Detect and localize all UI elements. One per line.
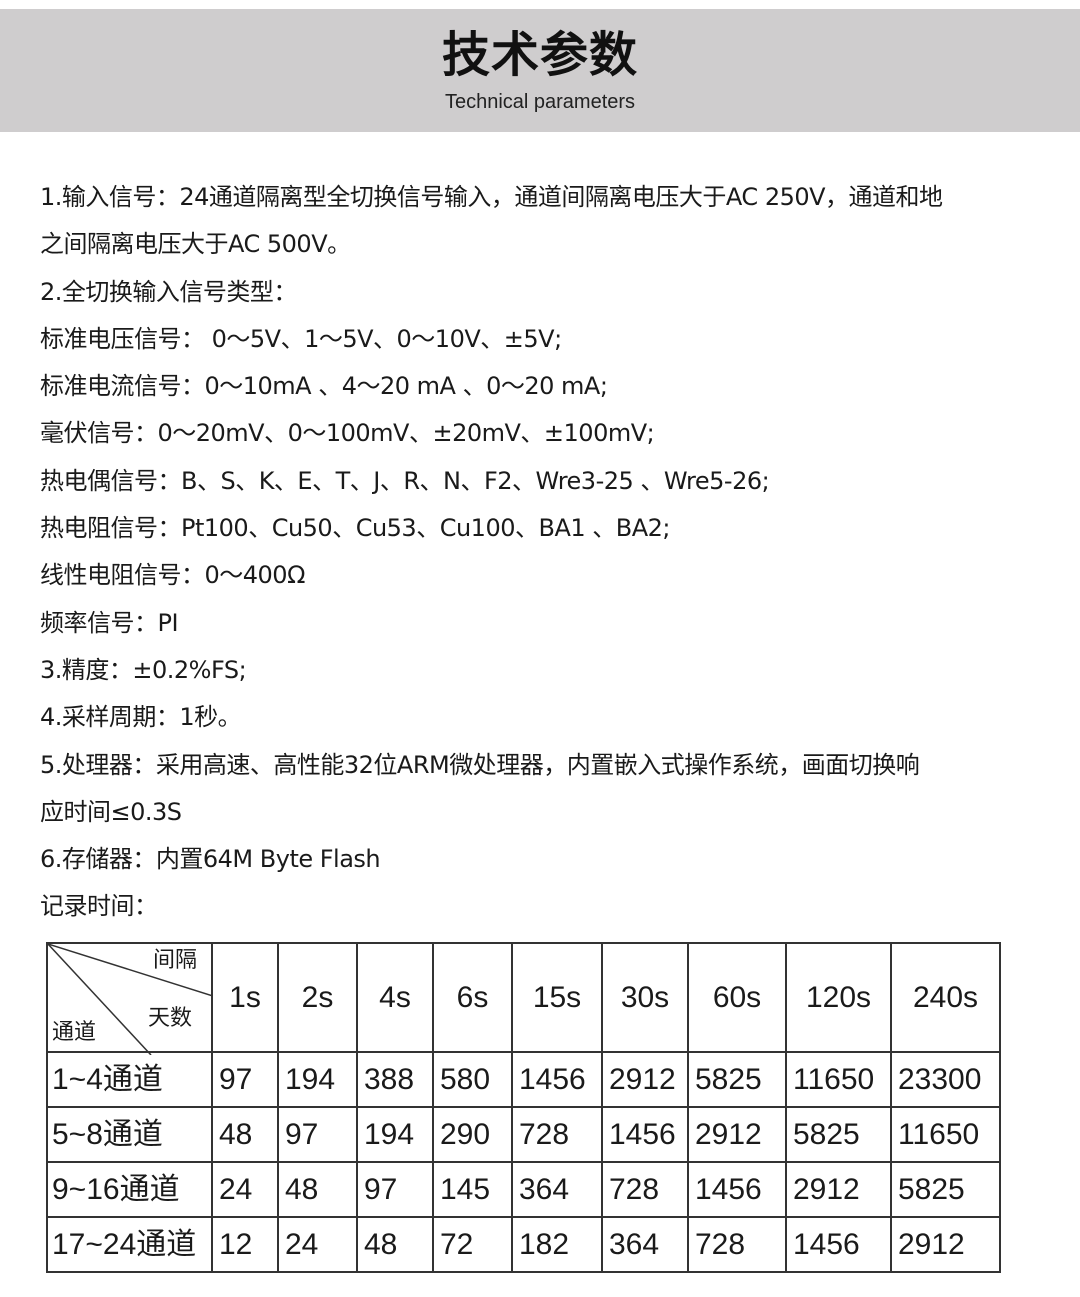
row-label: 5~8通道: [46, 1106, 213, 1163]
column-header: 120s: [785, 942, 892, 1053]
spec-line: 热电偶信号：B、S、K、E、T、J、R、N、F2、Wre3-25 、Wre5-2…: [40, 466, 770, 495]
table-cell: 23300: [890, 1051, 1001, 1108]
spec-line: 毫伏信号：0～20mV、0～100mV、±20mV、±100mV;: [40, 419, 655, 448]
spec-line: 标准电流信号：0～10mA 、4～20 mA 、0～20 mA;: [40, 372, 608, 401]
table-cell: 97: [211, 1051, 279, 1108]
corner-days-label: 天数: [148, 1006, 193, 1031]
column-header: 1s: [211, 942, 279, 1053]
column-header: 60s: [687, 942, 787, 1053]
corner-interval-label: 间隔: [153, 948, 198, 973]
page-subtitle: Technical parameters: [444, 91, 636, 113]
table-cell: 364: [601, 1216, 689, 1273]
spec-line: 2.全切换输入信号类型：: [40, 277, 297, 306]
table-cell: 24: [277, 1216, 358, 1273]
table-cell: 97: [356, 1161, 434, 1218]
table-cell: 1456: [785, 1216, 892, 1273]
row-label: 1~4通道: [46, 1051, 213, 1108]
table-cell: 48: [277, 1161, 358, 1218]
spec-list: 1.输入信号：24通道隔离型全切换信号输入，通道间隔离电压大于AC 250V，通…: [40, 174, 1070, 931]
table-cell: 290: [432, 1106, 513, 1163]
table-cell: 72: [432, 1216, 513, 1273]
table-row: 5~8通道 48 97 194 290 728 1456 2912 5825 11650: [46, 1106, 1001, 1163]
header-band: [0, 9, 1080, 132]
corner-channel-label: 通道: [52, 1020, 97, 1045]
table-row: 1~4通道 97 194 388 580 1456 2912 5825 11650 23300: [46, 1051, 1001, 1108]
spec-line: 之间隔离电压大于AC 500V。: [40, 230, 351, 259]
table-cell: 97: [277, 1106, 358, 1163]
table-cell: 145: [432, 1161, 513, 1218]
table-cell: 5825: [890, 1161, 1001, 1218]
table-cell: 2912: [785, 1161, 892, 1218]
page-title: 技术参数: [441, 27, 638, 83]
diagonal-lines: [48, 944, 213, 1055]
spec-line: 记录时间：: [40, 892, 158, 921]
table-cell: 2912: [890, 1216, 1001, 1273]
spec-line: 6.存储器：内置64M Byte Flash: [40, 845, 381, 874]
column-header: 2s: [277, 942, 358, 1053]
spec-line: 应时间≤0.3S: [40, 797, 182, 826]
spec-line: 标准电压信号： 0～5V、1～5V、0～10V、±5V;: [40, 324, 562, 353]
spec-line: 频率信号：PI: [40, 608, 179, 637]
table-cell: 5825: [785, 1106, 892, 1163]
spec-line: 5.处理器：采用高速、高性能32位ARM微处理器，内置嵌入式操作系统，画面切换响: [40, 750, 920, 779]
table-cell: 12: [211, 1216, 279, 1273]
column-header: 30s: [601, 942, 689, 1053]
column-header: 4s: [356, 942, 434, 1053]
spec-line: 1.输入信号：24通道隔离型全切换信号输入，通道间隔离电压大于AC 250V，通…: [40, 183, 943, 211]
table-cell: 1456: [601, 1106, 689, 1163]
table-cell: 728: [687, 1216, 787, 1273]
record-time-table: 间隔 天数 通道 1s 2s 4s 6s 15s 30s 60s 120s 240s 1~4通道…: [46, 942, 1001, 1273]
spec-line: 4.采样周期：1秒。: [40, 703, 242, 732]
table-cell: 194: [356, 1106, 434, 1163]
table-cell: 728: [601, 1161, 689, 1218]
row-label: 17~24通道: [46, 1216, 213, 1273]
table-cell: 388: [356, 1051, 434, 1108]
column-header: 240s: [890, 942, 1001, 1053]
table-row: 17~24通道 12 24 48 72 182 364 728 1456 2912: [46, 1216, 1001, 1273]
table-cell: 11650: [890, 1106, 1001, 1163]
table-cell: 2912: [687, 1106, 787, 1163]
row-label: 9~16通道: [46, 1161, 213, 1218]
table-cell: 24: [211, 1161, 279, 1218]
spec-line: 3.精度：±0.2%FS;: [40, 655, 247, 684]
column-header: 6s: [432, 942, 513, 1053]
table-cell: 11650: [785, 1051, 892, 1108]
table-cell: 364: [511, 1161, 603, 1218]
table-cell: 1456: [511, 1051, 603, 1108]
table-cell: 2912: [601, 1051, 689, 1108]
table-cell: 1456: [687, 1161, 787, 1218]
table-cell: 728: [511, 1106, 603, 1163]
spec-line: 热电阻信号：Pt100、Cu50、Cu53、Cu100、BA1 、BA2;: [40, 514, 671, 543]
table-cell: 182: [511, 1216, 603, 1273]
table-cell: 48: [211, 1106, 279, 1163]
table-cell: 5825: [687, 1051, 787, 1108]
table-cell: 580: [432, 1051, 513, 1108]
table-cell: 194: [277, 1051, 358, 1108]
table-corner-cell: 间隔 天数 通道: [46, 942, 213, 1055]
column-header: 15s: [511, 942, 603, 1053]
table-cell: 48: [356, 1216, 434, 1273]
spec-line: 线性电阻信号：0～400Ω: [40, 561, 305, 590]
table-row: 9~16通道 24 48 97 145 364 728 1456 2912 5825: [46, 1161, 1001, 1218]
